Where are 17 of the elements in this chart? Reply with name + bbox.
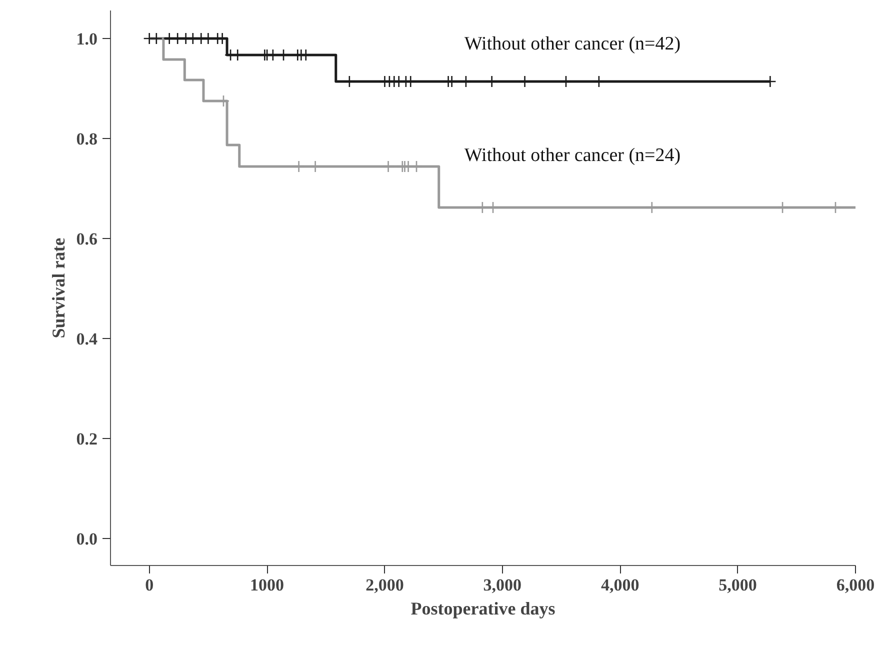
series-label: Without other cancer (n=42) (464, 33, 681, 54)
series-label: Without other cancer (n=24) (464, 144, 681, 166)
x-tick-label: 5,000 (718, 576, 757, 594)
x-axis-title: Postoperative days (410, 598, 556, 618)
x-tick-label: 6,000 (836, 576, 875, 594)
x-tick-label: 4,000 (600, 576, 640, 594)
y-tick-label: 0.8 (76, 130, 98, 148)
y-tick-label: 1.0 (76, 30, 98, 48)
y-tick-label: 0.0 (76, 530, 98, 548)
y-tick-label: 0.2 (76, 430, 98, 448)
y-axis-title: Survival rate (48, 238, 68, 338)
y-tick-label: 0.6 (76, 230, 98, 248)
x-tick-label: 1000 (250, 576, 284, 594)
y-tick-label: 0.4 (76, 330, 98, 348)
x-tick-label: 3,000 (483, 576, 522, 594)
x-tick-label: 0 (145, 576, 154, 594)
x-tick-label: 2,000 (366, 576, 404, 594)
